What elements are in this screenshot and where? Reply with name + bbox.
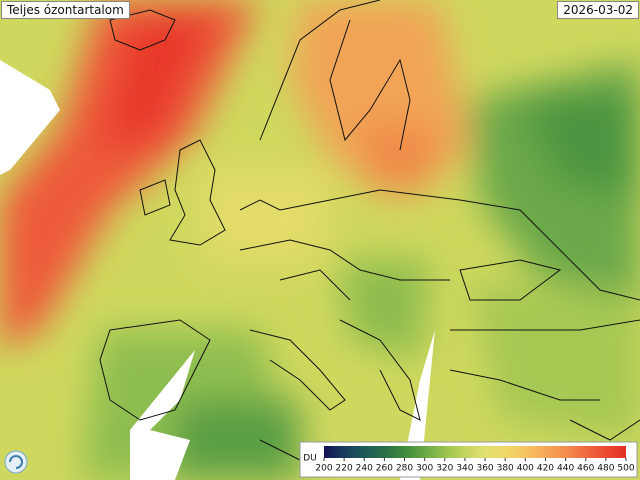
colorbar-tick-label: 480 (597, 464, 614, 474)
colorbar-tick-label: 260 (376, 464, 393, 474)
coastlines (99, 0, 640, 471)
colorbar-tick-label: 240 (356, 464, 373, 474)
map-title: Teljes ózontartalom (1, 1, 130, 19)
map-date: 2026-03-02 (557, 1, 639, 19)
logo (4, 450, 28, 474)
colorbar-tick-label: 360 (476, 464, 493, 474)
colorbar-bar (324, 446, 626, 458)
colorbar-tick-label: 280 (396, 464, 413, 474)
colorbar-tick-label: 220 (336, 464, 353, 474)
colorbar-tick-label: 440 (557, 464, 574, 474)
colorbar-tick-label: 200 (315, 464, 332, 474)
colorbar-unit: DU (303, 454, 317, 464)
colorbar-tick-label: 400 (517, 464, 534, 474)
colorbar-tick-label: 380 (497, 464, 514, 474)
no-data (0, 60, 60, 175)
colorbar-tick-label: 300 (416, 464, 433, 474)
colorbar: DU 200 220 240 260 280 300 320 340 360 380 400 420 4… (299, 441, 638, 478)
no-data (130, 350, 195, 480)
colorbar-tick-label: 500 (617, 464, 634, 474)
colorbar-tick-label: 340 (456, 464, 473, 474)
colorbar-tick-label: 420 (537, 464, 554, 474)
colorbar-tick-label: 320 (436, 464, 453, 474)
colorbar-tick-label: 460 (577, 464, 594, 474)
